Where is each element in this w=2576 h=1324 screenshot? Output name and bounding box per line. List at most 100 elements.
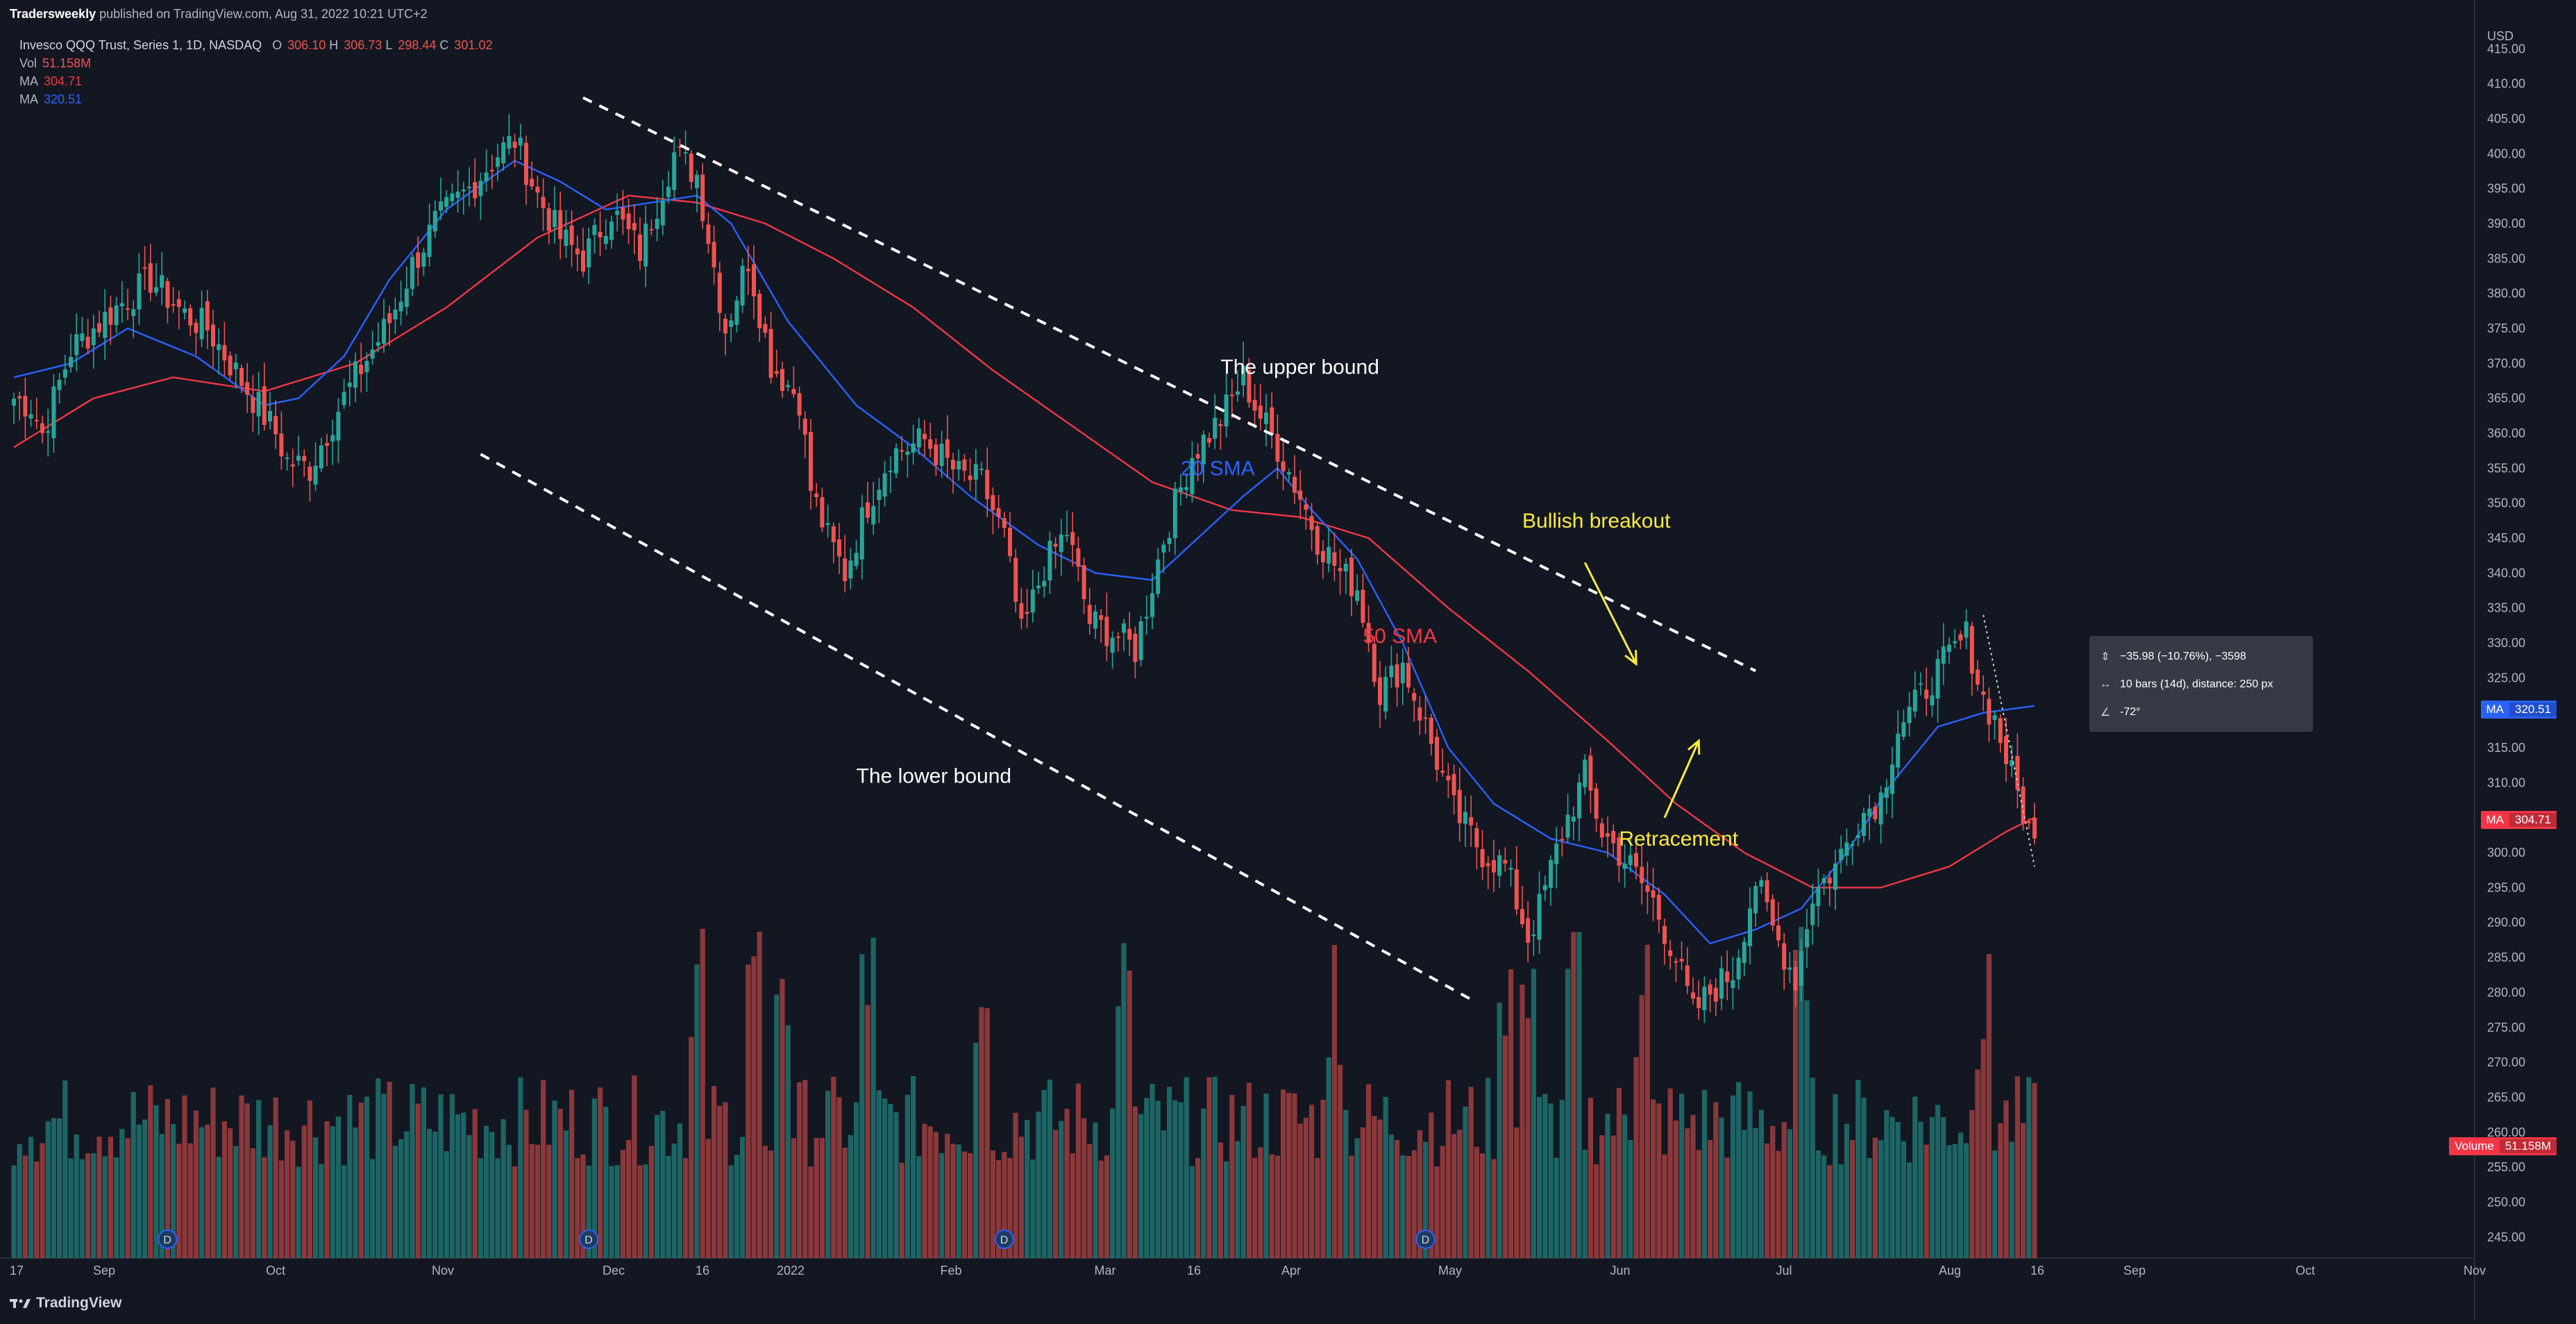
candle-body [752, 264, 756, 296]
volume-bar [506, 1144, 512, 1258]
candle-body [1161, 544, 1166, 553]
candle-body [1025, 612, 1029, 614]
volume-bar [768, 1150, 774, 1258]
volume-bar [1132, 1106, 1138, 1258]
volume-bar [1406, 1155, 1411, 1258]
close-value: 301.02 [454, 38, 493, 52]
candle-body [1668, 950, 1673, 956]
candle-body [1417, 707, 1422, 721]
candle-body [1793, 966, 1798, 991]
volume-bar [1440, 1146, 1445, 1258]
volume-bar [529, 1143, 534, 1258]
volume-bar [34, 1161, 40, 1258]
candle-body [148, 263, 153, 293]
candle-body [615, 210, 620, 215]
measure-bars: 10 bars (14d), distance: 250 px [2120, 678, 2273, 690]
candle-body [877, 489, 882, 501]
volume-bar [500, 1119, 506, 1258]
candle-body [34, 419, 39, 421]
volume-bar [911, 1075, 916, 1258]
candle-body [1656, 894, 1661, 920]
candle-body [171, 303, 176, 306]
ma20-label: MA [19, 92, 38, 106]
candle-body [666, 186, 671, 197]
breakout-arrow [1583, 562, 1638, 664]
volume-bar [28, 1137, 34, 1258]
candle-body [1252, 399, 1257, 411]
volume-bar [1765, 1143, 1770, 1258]
volume-bar [899, 1162, 904, 1258]
volume-bar [717, 1105, 723, 1258]
candle-body [689, 153, 693, 182]
candle-body [1463, 812, 1467, 824]
volume-bar [825, 1091, 831, 1258]
volume-legend-row[interactable]: Vol 51.158M [19, 54, 492, 72]
volume-bar [1633, 1057, 1639, 1258]
candle-body [398, 301, 403, 312]
volume-bar [1952, 1143, 1958, 1258]
candle-body [2010, 760, 2014, 766]
ma50-legend-row[interactable]: MA 304.71 [19, 72, 492, 90]
volume-bar [626, 1139, 632, 1258]
volume-bar [1537, 1096, 1542, 1258]
volume-bar [740, 1137, 746, 1258]
high-value: 306.73 [344, 38, 382, 52]
candle-body [1759, 880, 1764, 887]
volume-bar [62, 1080, 68, 1258]
volume-bar [1679, 1093, 1685, 1258]
candle-body [51, 386, 56, 438]
volume-bar [108, 1137, 113, 1258]
volume-bar [45, 1121, 51, 1258]
volume-bar [1354, 1138, 1360, 1258]
candle-body [1110, 637, 1115, 653]
candle-body [1372, 644, 1377, 682]
volume-bar [1907, 1162, 1912, 1258]
candle-body [1787, 967, 1792, 970]
y-tick-label: 355.00 [2487, 461, 2525, 475]
volume-bar [2021, 1123, 2026, 1258]
candle-body [1685, 965, 1690, 987]
candle-body [2021, 786, 2026, 823]
volume-bar [296, 1166, 301, 1258]
candle-body [176, 299, 181, 307]
candle-body [404, 288, 409, 307]
x-tick-label: Feb [940, 1264, 961, 1277]
y-tick-label: 250.00 [2487, 1195, 2525, 1209]
close-label: C [439, 38, 449, 52]
volume-bar [153, 1105, 159, 1258]
volume-bar [1827, 1165, 1833, 1258]
x-tick-label: Dec [603, 1264, 625, 1277]
tradingview-footer[interactable]: TradingView [10, 1294, 121, 1312]
volume-bar [444, 1151, 449, 1258]
ma20-legend-row[interactable]: MA 320.51 [19, 90, 492, 108]
volume-bar [1315, 1157, 1320, 1258]
measure-tooltip: ⇕ −35.98 (−10.76%), −3598 ↔ 10 bars (14d… [2089, 636, 2313, 732]
volume-bar [290, 1141, 296, 1258]
volume-bar [1690, 1114, 1696, 1258]
volume-bar [598, 1087, 603, 1258]
x-tick-label: 16 [2030, 1264, 2044, 1277]
candle-body [973, 464, 978, 480]
candle-body [1719, 968, 1724, 999]
volume-bar [1150, 1084, 1155, 1258]
candle-body [194, 322, 199, 333]
upper-bound-trendline [582, 96, 1757, 673]
candle-body [979, 469, 984, 471]
volume-bar [1810, 1078, 1815, 1258]
volume-bar [632, 1075, 637, 1258]
candle-body [882, 473, 887, 497]
volume-bar [848, 1134, 853, 1258]
volume-bar [814, 1137, 819, 1258]
volume-bar [614, 1165, 620, 1258]
candle-body [97, 323, 101, 333]
volume-bar [1303, 1117, 1308, 1258]
dividend-marker-label: D [584, 1234, 593, 1246]
x-tick-label: Sep [2123, 1264, 2146, 1277]
volume-bar [484, 1125, 489, 1258]
volume-bar [973, 1043, 979, 1258]
candle-body [410, 257, 414, 290]
candle-body [1383, 676, 1388, 712]
candle-body [1987, 698, 1992, 725]
